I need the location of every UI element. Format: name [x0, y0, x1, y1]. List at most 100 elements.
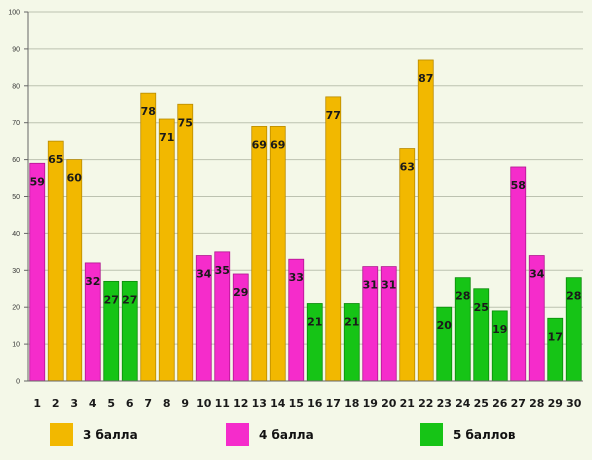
legend-label-3: 3 балла	[83, 427, 138, 442]
x-tick-label: 12	[233, 397, 248, 410]
x-tick-label: 27	[511, 397, 526, 410]
bar	[177, 103, 194, 382]
data-label: 69	[252, 138, 267, 151]
x-tick-label: 29	[548, 397, 563, 410]
y-tick-label: 60	[12, 157, 20, 164]
y-tick-label: 50	[12, 194, 20, 201]
data-label: 77	[326, 109, 341, 122]
bar	[66, 159, 83, 382]
x-tick-label: 25	[474, 397, 489, 410]
x-tick-label: 11	[215, 397, 230, 410]
legend-swatch-4	[226, 423, 249, 446]
data-label: 33	[289, 271, 304, 284]
data-label: 27	[104, 293, 119, 306]
bar	[140, 92, 157, 382]
data-label: 19	[492, 323, 507, 336]
data-label: 34	[196, 268, 212, 281]
data-label: 87	[418, 72, 433, 85]
bar	[325, 96, 342, 382]
y-tick-label: 100	[8, 10, 20, 17]
data-label: 17	[548, 330, 563, 343]
data-label: 75	[178, 116, 193, 129]
x-tick-label: 18	[344, 397, 359, 410]
x-tick-label: 17	[326, 397, 341, 410]
x-tick-label: 26	[492, 397, 508, 410]
y-tick-label: 90	[12, 46, 20, 53]
bar	[158, 118, 175, 382]
x-tick-label: 9	[181, 397, 189, 410]
bar	[510, 166, 527, 382]
legend-item-5: 5 баллов	[420, 423, 515, 446]
data-label: 35	[215, 264, 230, 277]
data-label: 31	[363, 279, 378, 292]
data-label: 69	[270, 138, 285, 151]
x-tick-label: 10	[196, 397, 212, 410]
x-tick-label: 5	[107, 397, 115, 410]
data-label: 59	[30, 175, 45, 188]
y-tick-label: 30	[12, 268, 20, 275]
x-tick-label: 16	[307, 397, 323, 410]
legend-item-4: 4 балла	[226, 423, 314, 446]
x-tick-label: 13	[252, 397, 267, 410]
data-label: 71	[159, 131, 174, 144]
x-tick-label: 30	[566, 397, 582, 410]
bar	[547, 317, 564, 382]
x-tick-label: 8	[163, 397, 171, 410]
data-label: 65	[48, 153, 63, 166]
x-tick-label: 28	[529, 397, 544, 410]
x-tick-label: 2	[52, 397, 60, 410]
data-label: 32	[85, 275, 100, 288]
bar	[399, 148, 416, 382]
legend-label-4: 4 балла	[259, 427, 314, 442]
y-axis: 0 10 20 30 40 50 60 70 80 90 100	[8, 10, 29, 386]
y-tick-label: 10	[12, 342, 20, 349]
data-label: 31	[381, 279, 396, 292]
bar	[251, 125, 268, 382]
data-label: 21	[344, 316, 359, 329]
data-label: 58	[511, 179, 526, 192]
bar	[269, 125, 286, 382]
y-tick-label: 40	[12, 231, 20, 238]
legend-swatch-3	[50, 423, 73, 446]
legend-item-3: 3 балла	[50, 423, 138, 446]
data-label: 29	[233, 286, 248, 299]
data-label: 27	[122, 293, 137, 306]
x-tick-label: 7	[144, 397, 152, 410]
y-tick-label: 80	[12, 83, 20, 90]
data-label: 34	[529, 268, 545, 281]
grid-lines	[28, 11, 583, 382]
bar	[47, 140, 64, 382]
bar	[491, 310, 508, 382]
data-label: 25	[474, 301, 489, 314]
data-label: 28	[455, 290, 470, 303]
x-tick-label: 23	[437, 397, 452, 410]
data-label: 20	[437, 319, 453, 332]
y-tick-label: 70	[12, 120, 20, 127]
x-tick-label: 14	[270, 397, 286, 410]
data-label: 63	[400, 161, 415, 174]
legend: 3 балла 4 балла 5 баллов	[0, 423, 592, 453]
x-tick-label: 15	[289, 397, 304, 410]
x-tick-label: 1	[33, 397, 41, 410]
x-tick-label: 20	[381, 397, 397, 410]
legend-swatch-5	[420, 423, 443, 446]
x-axis: 1 2 3 4 5 6 7 8 9 10 11 12 13 14 15 16 17 18 19 20 21 22 23 24 2…	[28, 380, 583, 410]
data-label: 28	[566, 290, 581, 303]
x-tick-label: 21	[400, 397, 415, 410]
y-tick-label: 0	[16, 379, 20, 386]
data-label: 78	[141, 105, 156, 118]
bar	[29, 162, 46, 382]
x-tick-label: 19	[363, 397, 378, 410]
x-tick-label: 3	[70, 397, 78, 410]
x-tick-label: 4	[89, 397, 97, 410]
x-tick-label: 24	[455, 397, 471, 410]
bar	[417, 59, 434, 382]
y-tick-label: 20	[12, 305, 20, 312]
x-tick-label: 22	[418, 397, 433, 410]
x-tick-label: 6	[126, 397, 134, 410]
data-label: 60	[67, 172, 83, 185]
data-label: 21	[307, 316, 322, 329]
bars	[29, 59, 582, 382]
